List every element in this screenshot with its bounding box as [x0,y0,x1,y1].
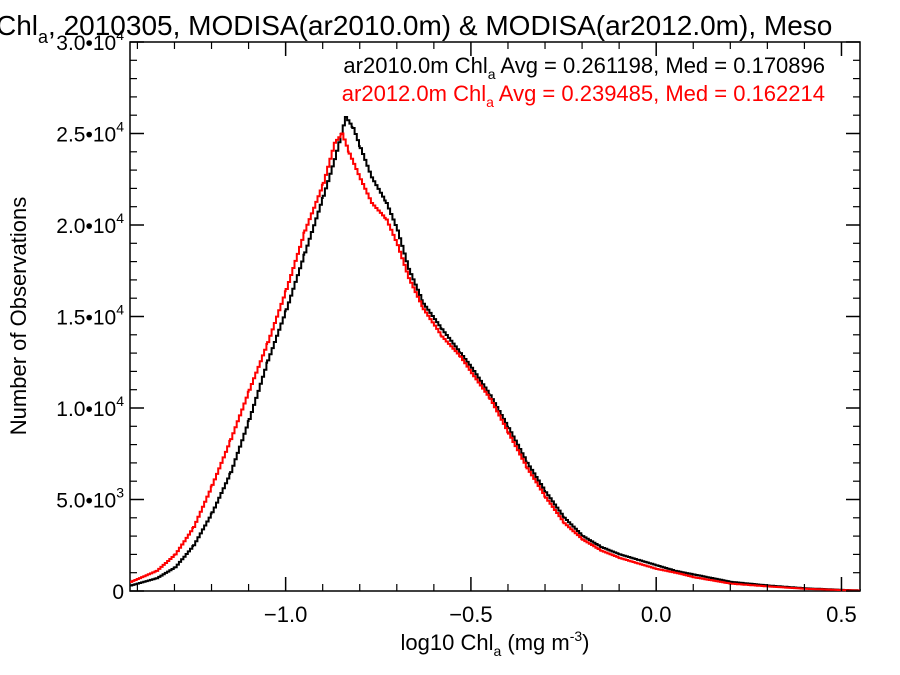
series-line-0 [130,116,861,592]
x-tick-label-0: −1.0 [264,602,307,627]
y-tick-label-1: 5.0•103 [56,485,124,513]
y-axis-label: Number of Observations [6,197,31,435]
x-axis-label-prefix: log10 Chl [401,630,494,655]
plot-frame [129,41,861,592]
x-axis-label-mid: (mg m [501,630,569,655]
y-tick-label-4: 2.0•104 [56,210,124,238]
legend-entry-0: ar2010.0m Chla Avg = 0.261198, Med = 0.1… [343,53,825,82]
y-tick-label-2: 1.0•104 [56,393,124,421]
x-tick-label-2: 0.0 [641,602,672,627]
chart-title-rest: , 2010305, MODISA(ar2010.0m) & MODISA(ar… [48,10,832,41]
y-tick-label-3: 1.5•104 [56,302,124,330]
y-tick-label-6: 3.0•104 [56,27,124,55]
legend-entry-1: ar2012.0m Chla Avg = 0.239485, Med = 0.1… [342,81,825,110]
legend: ar2010.0m Chla Avg = 0.261198, Med = 0.1… [342,53,825,110]
x-axis-label-suffix: ) [582,630,589,655]
x-tick-label-1: −0.5 [449,602,492,627]
x-axis-label-subscript: a [493,643,501,659]
x-axis-ticks: −1.0 −0.5 0.0 0.5 [136,42,857,627]
x-tick-label-3: 0.5 [826,602,857,627]
x-axis-label-superscript: -3 [570,628,583,644]
y-axis-ticks: 0 5.0•103 1.0•104 1.5•104 2.0•104 2.5•104 3.0•… [56,27,860,604]
x-axis-label: log10 Chla (mg m-3) [401,628,590,659]
chart-title-prefix: Chl [0,10,38,41]
chart-title: Chla, 2010305, MODISA(ar2010.0m) & MODIS… [0,10,832,47]
y-tick-label-0: 0 [112,581,124,604]
chart-title-subscript: a [38,27,49,47]
series-layer [130,116,861,592]
series-line-1 [130,132,860,592]
y-tick-label-5: 2.5•104 [56,119,124,147]
